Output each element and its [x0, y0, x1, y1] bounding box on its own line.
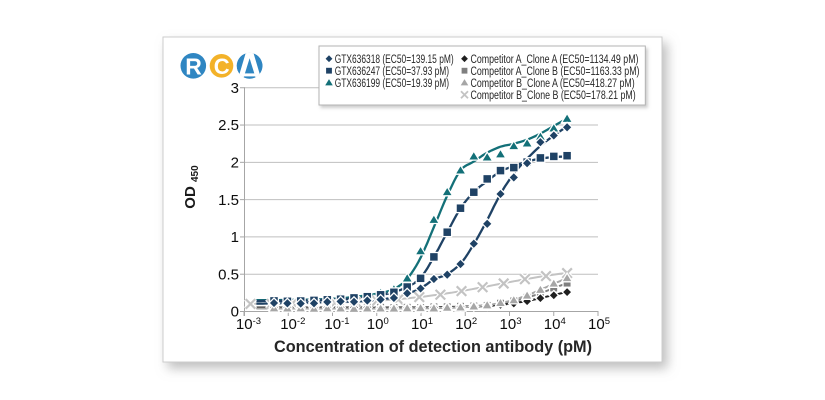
- svg-text:Competitor B_Clone B (EC50=178: Competitor B_Clone B (EC50=178.21 pM): [471, 90, 636, 102]
- svg-text:103: 103: [500, 316, 522, 333]
- svg-text:Concentration of detection ant: Concentration of detection antibody (pM): [274, 337, 592, 356]
- svg-text:R: R: [185, 53, 202, 79]
- svg-text:102: 102: [455, 316, 477, 333]
- svg-text:Competitor A_Clone B (EC50=116: Competitor A_Clone B (EC50=1163.33 pM): [471, 66, 640, 78]
- svg-text:105: 105: [588, 316, 610, 333]
- svg-text:GTX636247 (EC50=37.93 pM): GTX636247 (EC50=37.93 pM): [335, 66, 450, 78]
- svg-text:100: 100: [367, 316, 389, 333]
- svg-text:0: 0: [231, 304, 239, 321]
- svg-text:2: 2: [231, 155, 239, 172]
- svg-text:GTX636199 (EC50=19.39 pM): GTX636199 (EC50=19.39 pM): [335, 78, 450, 90]
- svg-text:1.5: 1.5: [218, 192, 239, 209]
- svg-text:GTX636318 (EC50=139.15 pM): GTX636318 (EC50=139.15 pM): [335, 54, 454, 66]
- svg-text:3: 3: [231, 80, 239, 97]
- svg-text:1: 1: [231, 229, 239, 246]
- svg-text:0.5: 0.5: [218, 266, 239, 283]
- svg-text:101: 101: [411, 316, 433, 333]
- svg-text:2.5: 2.5: [218, 117, 239, 134]
- svg-text:Competitor B_Clone A (EC50=418: Competitor B_Clone A (EC50=418.27 pM): [471, 78, 635, 90]
- svg-text:C: C: [214, 54, 230, 79]
- svg-text:104: 104: [544, 316, 566, 333]
- svg-text:Competitor A_Clone A (EC50=113: Competitor A_Clone A (EC50=1134.49 pM): [471, 54, 639, 66]
